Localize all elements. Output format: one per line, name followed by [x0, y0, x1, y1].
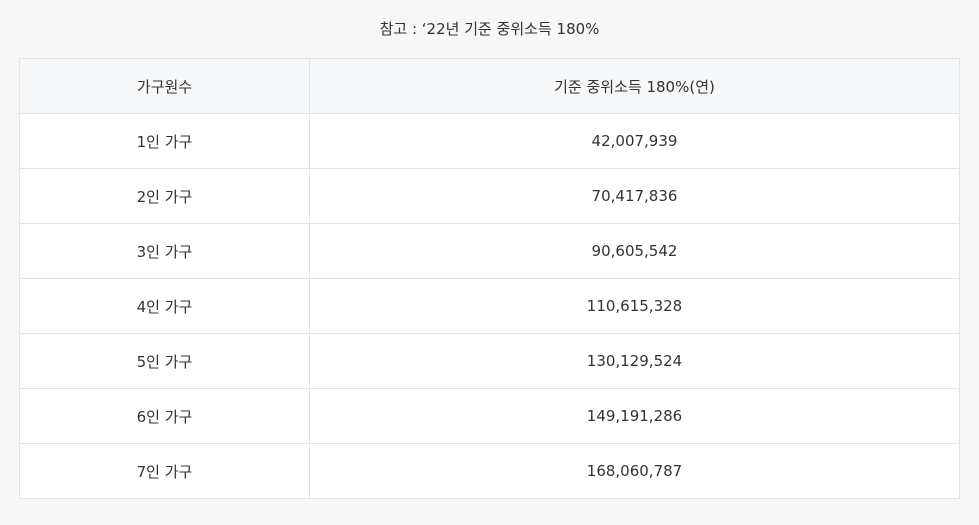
table-row: 3인 가구 90,605,542 [19, 223, 960, 279]
income-cell: 168,060,787 [309, 443, 960, 499]
household-size-cell: 6인 가구 [19, 388, 310, 444]
income-cell: 90,605,542 [309, 223, 960, 279]
table-row: 4인 가구 110,615,328 [19, 278, 960, 334]
household-size-cell: 4인 가구 [19, 278, 310, 334]
income-table-container: 가구원수 기준 중위소득 180%(연) 1인 가구 42,007,939 2인… [19, 58, 960, 499]
household-size-cell: 5인 가구 [19, 333, 310, 389]
table-row: 7인 가구 168,060,787 [19, 443, 960, 499]
income-cell: 130,129,524 [309, 333, 960, 389]
table-header-row: 가구원수 기준 중위소득 180%(연) [19, 58, 960, 114]
household-size-cell: 7인 가구 [19, 443, 310, 499]
table-row: 6인 가구 149,191,286 [19, 388, 960, 444]
income-cell: 149,191,286 [309, 388, 960, 444]
median-income-table: 가구원수 기준 중위소득 180%(연) 1인 가구 42,007,939 2인… [19, 58, 960, 499]
table-caption: 참고 : ‘22년 기준 중위소득 180% [379, 20, 600, 38]
household-size-cell: 2인 가구 [19, 168, 310, 224]
income-cell: 70,417,836 [309, 168, 960, 224]
table-row: 2인 가구 70,417,836 [19, 168, 960, 224]
header-household-size: 가구원수 [19, 58, 310, 114]
income-cell: 110,615,328 [309, 278, 960, 334]
table-row: 1인 가구 42,007,939 [19, 113, 960, 169]
table-row: 5인 가구 130,129,524 [19, 333, 960, 389]
header-income-180: 기준 중위소득 180%(연) [309, 58, 960, 114]
household-size-cell: 3인 가구 [19, 223, 310, 279]
income-cell: 42,007,939 [309, 113, 960, 169]
household-size-cell: 1인 가구 [19, 113, 310, 169]
